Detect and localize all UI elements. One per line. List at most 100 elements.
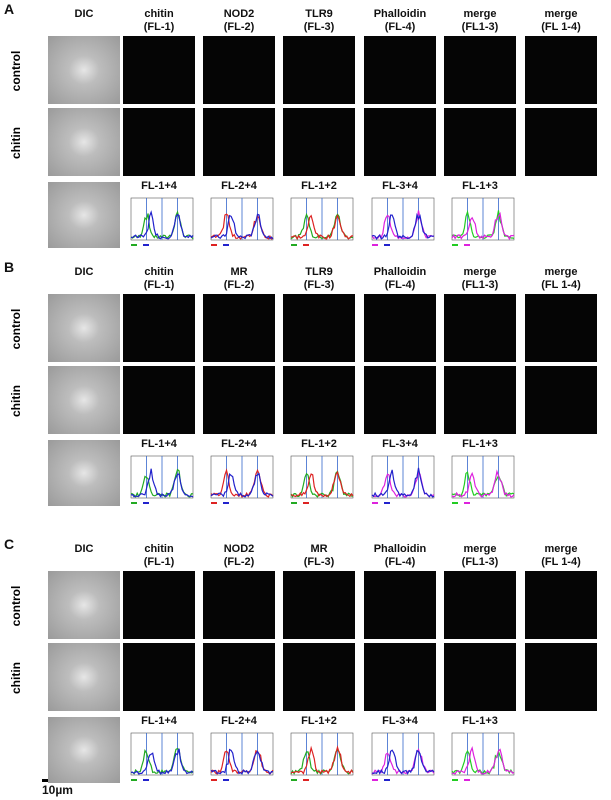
plot-label: FL-3+4 xyxy=(382,715,418,727)
panel-letter: A xyxy=(4,1,15,17)
plot-label: FL-2+4 xyxy=(221,180,257,192)
row-label: control xyxy=(9,50,23,92)
dic-image xyxy=(48,36,120,104)
fluorescence-image xyxy=(525,108,597,176)
column-header: merge xyxy=(544,266,578,278)
row-label: chitin xyxy=(9,127,23,159)
intensity-plot xyxy=(290,197,354,246)
plot-label: FL-3+4 xyxy=(382,438,418,450)
dic-image xyxy=(48,717,120,783)
column-header: (FL-2) xyxy=(223,279,255,291)
column-header: (FL1-3) xyxy=(461,21,499,33)
fluorescence-image xyxy=(283,36,355,104)
panel-letter: C xyxy=(4,536,15,552)
column-header: chitin xyxy=(144,266,174,278)
fluorescence-image xyxy=(283,366,355,434)
column-header: chitin xyxy=(144,8,174,20)
plot-label: FL-1+2 xyxy=(301,715,337,727)
fluorescence-image xyxy=(525,571,597,639)
intensity-plot xyxy=(371,732,435,781)
column-header: Phalloidin xyxy=(373,8,427,20)
fluorescence-image xyxy=(283,108,355,176)
fluorescence-image xyxy=(283,571,355,639)
intensity-plot xyxy=(451,732,515,781)
intensity-plot xyxy=(130,455,194,504)
fluorescence-image xyxy=(283,643,355,711)
plot-label: FL-1+2 xyxy=(301,438,337,450)
fluorescence-image xyxy=(444,36,516,104)
plot-label: FL-1+4 xyxy=(141,180,177,192)
intensity-plot xyxy=(130,197,194,246)
plot-label: FL-1+3 xyxy=(462,715,498,727)
fluorescence-image xyxy=(364,294,436,362)
column-header: DIC xyxy=(74,266,94,278)
plot-label: FL-1+4 xyxy=(141,715,177,727)
dic-image xyxy=(48,643,120,711)
fluorescence-image xyxy=(444,643,516,711)
column-header: (FL-4) xyxy=(384,556,416,568)
intensity-plot xyxy=(210,732,274,781)
column-header: (FL-3) xyxy=(303,279,335,291)
column-header: merge xyxy=(463,266,497,278)
column-header: (FL1-3) xyxy=(461,279,499,291)
fluorescence-image xyxy=(203,643,275,711)
fluorescence-image xyxy=(364,108,436,176)
column-header: (FL-1) xyxy=(143,556,175,568)
fluorescence-image xyxy=(444,108,516,176)
dic-image xyxy=(48,294,120,362)
column-header: MR xyxy=(310,543,328,555)
column-header: (FL-1) xyxy=(143,21,175,33)
intensity-plot xyxy=(371,197,435,246)
column-header: (FL-2) xyxy=(223,556,255,568)
column-header: (FL-2) xyxy=(223,21,255,33)
panel-letter: B xyxy=(4,259,15,275)
column-header: merge xyxy=(544,8,578,20)
plot-label: FL-3+4 xyxy=(382,180,418,192)
dic-image xyxy=(48,108,120,176)
column-header: merge xyxy=(463,8,497,20)
column-header: NOD2 xyxy=(223,543,255,555)
plot-label: FL-1+2 xyxy=(301,180,337,192)
column-header: (FL-3) xyxy=(303,556,335,568)
column-header: NOD2 xyxy=(223,8,255,20)
fluorescence-image xyxy=(123,366,195,434)
fluorescence-image xyxy=(203,294,275,362)
intensity-plot xyxy=(290,732,354,781)
row-label: control xyxy=(9,308,23,350)
fluorescence-image xyxy=(525,366,597,434)
fluorescence-image xyxy=(123,36,195,104)
intensity-plot xyxy=(290,455,354,504)
column-header: Phalloidin xyxy=(373,543,427,555)
dic-image xyxy=(48,182,120,248)
plot-label: FL-2+4 xyxy=(221,715,257,727)
column-header: (FL-4) xyxy=(384,279,416,291)
column-header: DIC xyxy=(74,543,94,555)
plot-label: FL-1+3 xyxy=(462,180,498,192)
column-header: merge xyxy=(544,543,578,555)
fluorescence-image xyxy=(444,571,516,639)
column-header: (FL-1) xyxy=(143,279,175,291)
column-header: (FL1-3) xyxy=(461,556,499,568)
plot-label: FL-1+3 xyxy=(462,438,498,450)
intensity-plot xyxy=(210,197,274,246)
column-header: (FL 1-4) xyxy=(541,556,581,568)
column-header: TLR9 xyxy=(305,266,333,278)
fluorescence-image xyxy=(444,366,516,434)
column-header: MR xyxy=(230,266,248,278)
fluorescence-image xyxy=(203,108,275,176)
row-label: chitin xyxy=(9,385,23,417)
column-header: (FL-4) xyxy=(384,21,416,33)
dic-image xyxy=(48,440,120,506)
column-header: (FL 1-4) xyxy=(541,21,581,33)
dic-image xyxy=(48,571,120,639)
fluorescence-image xyxy=(364,366,436,434)
intensity-plot xyxy=(451,455,515,504)
scale-bar-label: 10µm xyxy=(42,783,73,797)
fluorescence-image xyxy=(444,294,516,362)
plot-label: FL-2+4 xyxy=(221,438,257,450)
plot-label: FL-1+4 xyxy=(141,438,177,450)
fluorescence-image xyxy=(123,643,195,711)
column-header: DIC xyxy=(74,8,94,20)
fluorescence-image xyxy=(123,571,195,639)
